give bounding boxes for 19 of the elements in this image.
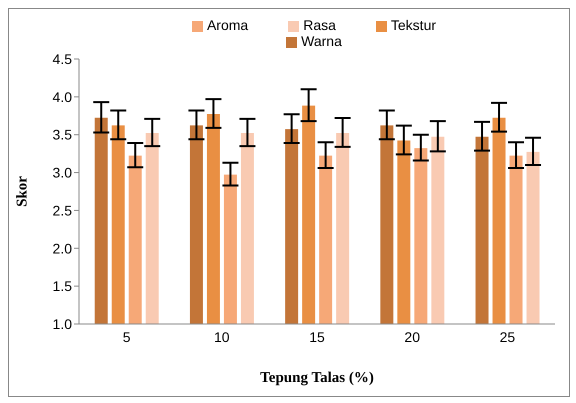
y-tick-label: 1.0: [52, 316, 72, 332]
x-tick-label: 20: [404, 328, 420, 345]
x-tick-label: 5: [122, 328, 131, 345]
y-tick-label: 1.5: [52, 278, 72, 294]
legend-label: Rasa: [303, 17, 336, 33]
y-tick-label: 3.5: [52, 126, 72, 143]
x-tick-label: 10: [214, 328, 230, 345]
y-axis-title: Skor: [14, 176, 30, 207]
legend-label: Tekstur: [390, 17, 436, 33]
y-tick-label: 2.5: [52, 202, 72, 218]
x-tick-label: 15: [309, 328, 325, 345]
y-tick-label: 4.0: [52, 88, 72, 105]
legend-label: Warna: [301, 33, 342, 49]
legend-label: Aroma: [206, 17, 248, 33]
y-tick-label: 3.0: [52, 164, 72, 181]
y-tick-label: 4.5: [52, 50, 72, 67]
y-tick-label: 2.0: [52, 240, 72, 256]
x-axis-title: Tepung Talas (%): [260, 370, 374, 386]
x-tick-label: 25: [500, 328, 516, 345]
